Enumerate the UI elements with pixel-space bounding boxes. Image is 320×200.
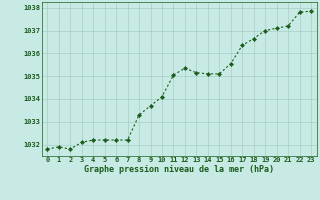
X-axis label: Graphe pression niveau de la mer (hPa): Graphe pression niveau de la mer (hPa)	[84, 165, 274, 174]
